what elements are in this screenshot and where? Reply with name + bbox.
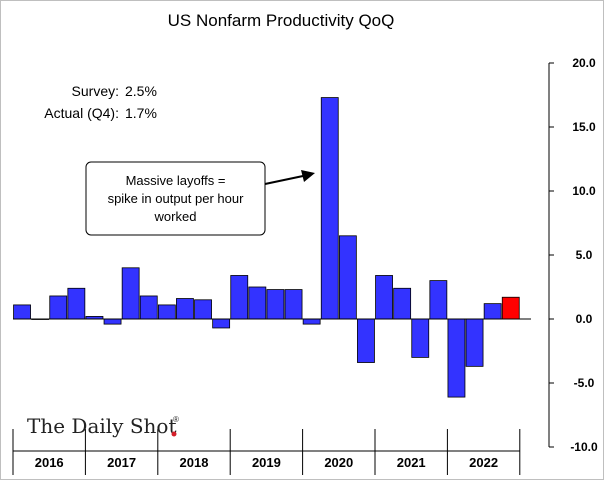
bar xyxy=(483,303,502,320)
x-tick-label: 2017 xyxy=(107,455,136,470)
bar xyxy=(230,275,249,320)
bar xyxy=(375,275,393,320)
y-tick-label: -10.0 xyxy=(570,440,598,454)
actual-label: Actual (Q4): xyxy=(44,105,119,121)
actual-value: 1.7% xyxy=(125,105,157,121)
bar xyxy=(338,235,357,320)
bar xyxy=(429,280,448,320)
brand-dot xyxy=(171,431,177,437)
bar xyxy=(176,298,194,320)
stats-block: Survey: 2.5% Actual (Q4): 1.7% xyxy=(44,83,157,121)
y-tick-label: 0.0 xyxy=(576,312,593,326)
annotation-box xyxy=(85,161,266,236)
survey-value: 2.5% xyxy=(125,83,157,99)
annotation: Massive layoffs = spike in output per ho… xyxy=(85,161,315,236)
x-tick-label: 2020 xyxy=(324,455,353,470)
brand-logo: The Daily Shot ® xyxy=(27,414,179,438)
bar xyxy=(447,318,466,398)
bar xyxy=(320,97,339,320)
y-tick-label: 5.0 xyxy=(576,248,593,262)
x-axis: 2016 2017 2018 2019 2020 2021 2022 xyxy=(12,429,521,475)
bar xyxy=(266,289,285,320)
brand-text: The Daily Shot xyxy=(27,414,176,438)
bar xyxy=(67,287,86,320)
bar xyxy=(49,295,68,320)
bar-latest xyxy=(501,296,520,320)
y-tick-label: 10.0 xyxy=(572,184,596,198)
bar xyxy=(411,318,430,358)
annotation-line-2: spike in output per hour xyxy=(108,191,245,206)
x-tick-label: 2022 xyxy=(469,455,498,470)
bar xyxy=(103,318,122,325)
bar xyxy=(393,287,412,320)
bar xyxy=(157,304,176,320)
bar xyxy=(302,318,321,325)
y-tick-label: -5.0 xyxy=(574,376,595,390)
chart-title: US Nonfarm Productivity QoQ xyxy=(168,11,395,30)
x-tick-label: 2019 xyxy=(252,455,281,470)
annotation-arrow-head xyxy=(301,170,315,182)
bar xyxy=(139,295,158,320)
bar xyxy=(284,289,303,320)
annotation-arrow-shaft xyxy=(264,175,304,185)
x-tick-label: 2016 xyxy=(35,455,64,470)
brand-registered-mark: ® xyxy=(173,415,179,424)
x-tick-label: 2021 xyxy=(397,455,426,470)
bar xyxy=(13,304,31,320)
bar xyxy=(194,299,212,320)
y-axis: 20.0 15.0 10.0 5.0 0.0 -5.0 -10.0 xyxy=(548,56,598,454)
bar xyxy=(357,318,375,363)
annotation-line-1: Massive layoffs = xyxy=(126,173,226,188)
bar xyxy=(248,286,267,320)
annotation-line-3: worked xyxy=(154,209,197,224)
bar xyxy=(465,318,484,367)
y-tick-label: 20.0 xyxy=(572,56,596,70)
y-tick-label: 15.0 xyxy=(572,120,596,134)
bar xyxy=(121,267,140,320)
bar xyxy=(212,318,231,329)
survey-label: Survey: xyxy=(72,83,119,99)
bars-group xyxy=(13,97,520,398)
x-tick-label: 2018 xyxy=(180,455,209,470)
